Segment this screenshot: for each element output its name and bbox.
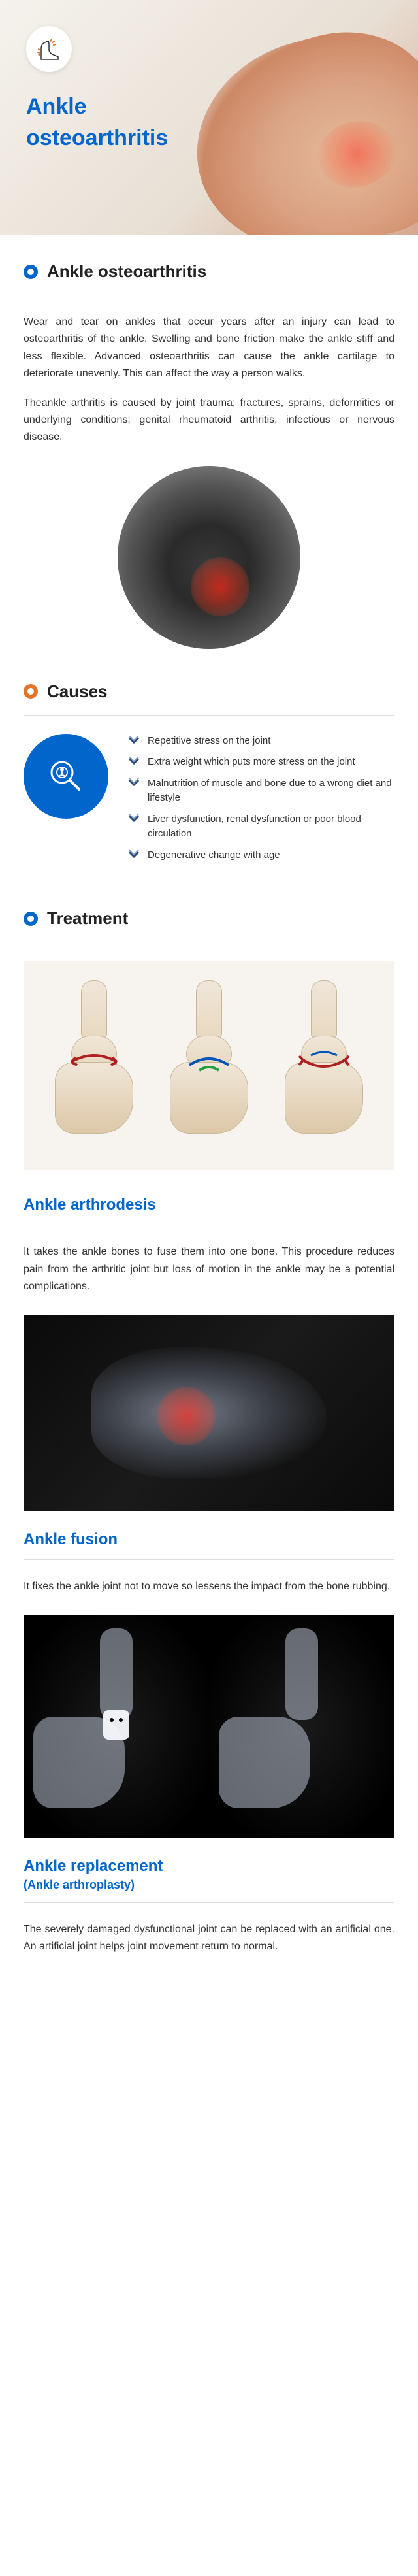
cause-item: Malnutrition of muscle and bone due to a… xyxy=(128,776,394,806)
treatment-1-title: Ankle arthrodesis xyxy=(24,1196,394,1214)
xray-panel-right xyxy=(209,1615,394,1838)
section-heading-treatment: Treatment xyxy=(24,908,394,929)
hero-title: Ankle osteoarthritis xyxy=(26,91,168,154)
cause-text: Extra weight which puts more stress on t… xyxy=(148,755,355,770)
treatment-2-body: It fixes the ankle joint not to move so … xyxy=(24,1578,394,1595)
hero-banner: Ankle osteoarthritis xyxy=(0,0,418,235)
bullet-icon xyxy=(24,684,38,699)
treatment-2-title: Ankle fusion xyxy=(24,1530,394,1549)
cause-item: Extra weight which puts more stress on t… xyxy=(128,755,394,770)
causes-heading-text: Causes xyxy=(47,682,108,702)
chevron-down-icon xyxy=(128,778,140,787)
magnifier-icon xyxy=(24,734,108,819)
chevron-down-icon xyxy=(128,757,140,766)
treatment-diagram xyxy=(24,961,394,1170)
xray-fusion-image xyxy=(24,1315,394,1511)
bullet-icon xyxy=(24,912,38,926)
cause-text: Malnutrition of muscle and bone due to a… xyxy=(148,776,394,806)
cause-item: Degenerative change with age xyxy=(128,848,394,863)
intro-paragraph-2: Theankle arthritis is caused by joint tr… xyxy=(24,395,394,446)
section-heading-text: Ankle osteoarthritis xyxy=(47,261,206,282)
divider xyxy=(24,715,394,716)
chevron-down-icon xyxy=(128,736,140,745)
hero-title-line1: Ankle xyxy=(26,91,168,123)
ankle-diagram-3 xyxy=(278,980,370,1150)
hero-foot-illustration xyxy=(173,10,418,235)
treatment-1-body: It takes the ankle bones to fuse them in… xyxy=(24,1244,394,1295)
xray-panel-left xyxy=(24,1615,209,1838)
section-heading-causes: Causes xyxy=(24,682,394,702)
implant-icon xyxy=(103,1710,129,1740)
ankle-icon xyxy=(26,26,72,72)
cause-item: Liver dysfunction, renal dysfunction or … xyxy=(128,812,394,842)
cause-text: Repetitive stress on the joint xyxy=(148,734,270,749)
divider xyxy=(24,1902,394,1903)
ankle-diagram-2 xyxy=(163,980,255,1150)
ankle-photo-circle xyxy=(118,466,300,649)
section-heading-main: Ankle osteoarthritis xyxy=(24,261,394,282)
treatment-3-body: The severely damaged dysfunctional joint… xyxy=(24,1921,394,1956)
xray-replacement-image xyxy=(24,1615,394,1838)
ankle-diagram-1 xyxy=(48,980,140,1150)
divider xyxy=(24,1559,394,1560)
bullet-icon xyxy=(24,265,38,279)
cause-text: Liver dysfunction, renal dysfunction or … xyxy=(148,812,394,842)
content-container: Ankle osteoarthritis Wear and tear on an… xyxy=(0,235,418,1994)
cause-item: Repetitive stress on the joint xyxy=(128,734,394,749)
chevron-down-icon xyxy=(128,850,140,859)
cause-text: Degenerative change with age xyxy=(148,848,280,863)
treatment-heading-text: Treatment xyxy=(47,908,128,929)
causes-row: Repetitive stress on the joint Extra wei… xyxy=(24,734,394,870)
causes-list: Repetitive stress on the joint Extra wei… xyxy=(128,734,394,870)
chevron-down-icon xyxy=(128,814,140,823)
treatment-3-title: Ankle replacement xyxy=(24,1857,394,1875)
hero-title-line2: osteoarthritis xyxy=(26,123,168,154)
intro-paragraph-1: Wear and tear on ankles that occur years… xyxy=(24,314,394,383)
treatment-3-subtitle: (Ankle arthroplasty) xyxy=(24,1878,394,1892)
